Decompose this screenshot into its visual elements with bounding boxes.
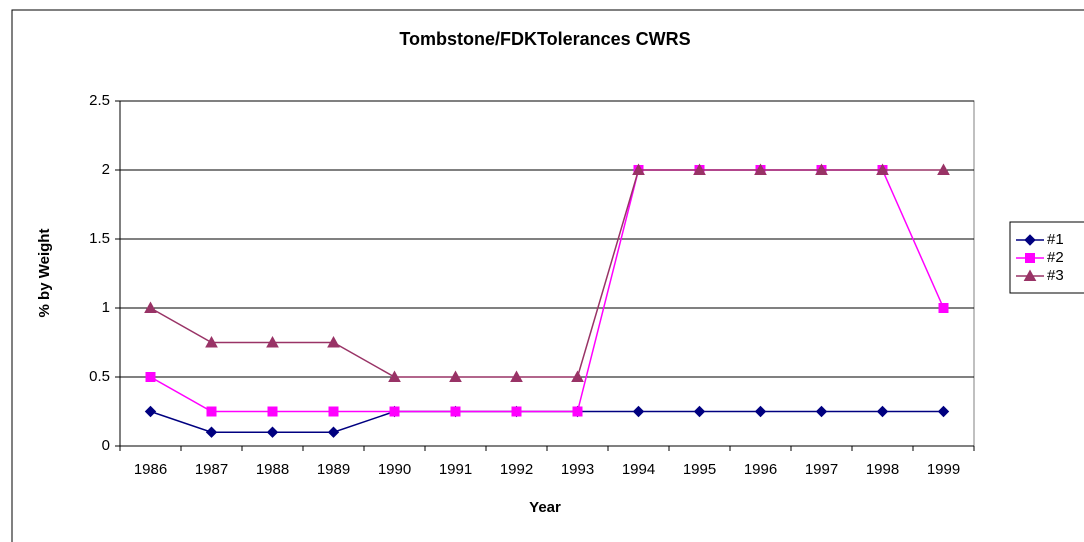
x-tick-label: 1990 — [378, 461, 411, 478]
data-point — [266, 335, 279, 348]
data-point — [938, 303, 949, 313]
x-tick-label: 1991 — [439, 461, 472, 478]
legend-label: #3 — [1047, 267, 1064, 284]
legend-label: #1 — [1047, 231, 1064, 248]
data-point — [754, 163, 767, 175]
x-tick-label: 1993 — [561, 461, 594, 478]
data-point — [754, 405, 767, 418]
x-tick-label: 1998 — [866, 461, 899, 478]
data-point — [511, 406, 522, 417]
y-tick-label: 2.5 — [89, 92, 110, 109]
legend-marker — [1023, 269, 1037, 281]
y-tick-label: 0.5 — [89, 368, 110, 385]
x-axis-title: Year — [529, 499, 561, 516]
data-point — [876, 163, 889, 175]
plot-area — [119, 100, 975, 447]
data-point — [388, 370, 401, 382]
y-axis-title: % by Weight — [36, 229, 53, 318]
data-point — [145, 372, 156, 382]
x-tick-label: 1987 — [195, 461, 228, 478]
y-tick-label: 0 — [102, 437, 110, 454]
data-point — [144, 301, 157, 313]
x-tick-label: 1986 — [134, 461, 167, 478]
legend-marker — [1024, 234, 1036, 246]
data-point — [937, 405, 950, 418]
data-point — [266, 426, 279, 438]
x-tick-label: 1997 — [805, 461, 838, 478]
data-point — [450, 406, 461, 417]
data-point — [815, 163, 828, 175]
data-point — [693, 163, 706, 175]
data-point — [205, 426, 218, 438]
data-point — [632, 163, 645, 175]
data-point — [571, 370, 584, 382]
x-tick-label: 1999 — [927, 461, 960, 478]
y-tick-label: 2 — [102, 161, 110, 178]
legend-label: #2 — [1047, 249, 1064, 266]
x-tick-label: 1992 — [500, 461, 533, 478]
data-point — [267, 406, 278, 417]
y-tick-label: 1.5 — [89, 230, 110, 247]
x-tick-label: 1995 — [683, 461, 716, 478]
data-point — [572, 406, 583, 417]
series-line — [150, 169, 944, 378]
x-tick-label: 1996 — [744, 461, 777, 478]
data-point — [632, 405, 645, 418]
x-tick-label: 1988 — [256, 461, 289, 478]
data-point — [449, 370, 462, 382]
data-point — [206, 406, 217, 417]
data-point — [389, 406, 400, 417]
chart-title: Tombstone/FDKTolerances CWRS — [399, 29, 690, 49]
y-tick-label: 1 — [102, 299, 110, 316]
data-point — [205, 335, 218, 348]
x-tick-label: 1994 — [622, 461, 655, 478]
data-point — [815, 405, 828, 418]
data-point — [144, 405, 157, 418]
data-point — [327, 335, 340, 348]
data-point — [510, 370, 523, 382]
legend-marker — [1025, 253, 1035, 263]
data-point — [328, 406, 339, 417]
data-point — [327, 426, 340, 438]
data-point — [937, 163, 950, 175]
data-point — [693, 405, 706, 418]
data-point — [876, 405, 889, 418]
x-tick-label: 1989 — [317, 461, 350, 478]
